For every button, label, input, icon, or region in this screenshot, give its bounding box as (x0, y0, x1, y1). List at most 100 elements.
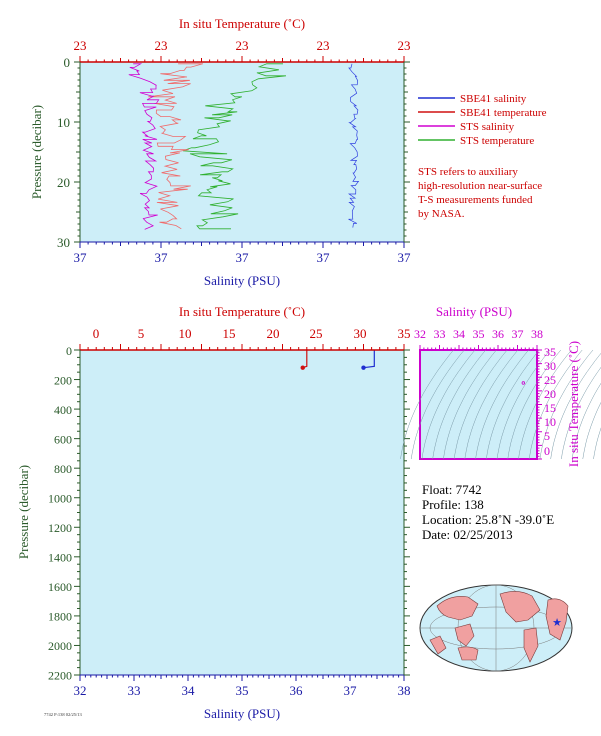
top-temp-tick-label: 23 (236, 38, 249, 53)
top-sal-tick-label: 37 (317, 250, 331, 265)
bottom-pressure-tick-label: 1200 (48, 521, 72, 535)
land-southeast-asia (454, 623, 475, 647)
top-sal-tick-label: 37 (74, 250, 88, 265)
density-contour-line (518, 349, 572, 460)
top-pressure-tick-label: 30 (57, 235, 70, 250)
land-europe-africa (545, 598, 569, 641)
top-tick-marks (74, 56, 410, 248)
top-pressure-axis-title: Pressure (decibar) (29, 105, 44, 199)
info-line: Float: 7742 (422, 482, 482, 497)
top-panel: In situ Temperature (˚C) 23 23 23 23 23 … (29, 16, 411, 288)
legend-label: SBE41 temperature (460, 107, 547, 119)
legend-note-line: STS refers to auxiliary (418, 166, 518, 178)
series-sbe41-salinity-line (347, 63, 360, 228)
float-info: Float: 7742 Profile: 138 Location: 25.8˚… (422, 482, 554, 542)
bottom-temp-tick-label: 35 (398, 326, 411, 341)
ts-temp-tick-label: 35 (544, 345, 556, 359)
legend-note-line: high-resolution near-surface (418, 180, 542, 192)
legend: SBE41 salinity SBE41 temperature STS sal… (418, 93, 547, 220)
footnote: 7742 P:138 02/25/13 (44, 712, 83, 717)
ts-temp-tick-label: 15 (544, 401, 556, 415)
series-sbe41-salinity-point (361, 365, 366, 370)
ts-tick-marks (419, 345, 542, 460)
world-map: ★ (419, 584, 573, 672)
ts-temp-tick-label: 25 (544, 373, 556, 387)
density-contour-line (539, 349, 594, 460)
ts-data-point (521, 381, 526, 385)
ts-temp-tick-label: 5 (544, 429, 550, 443)
top-temp-tick-label: 23 (155, 38, 168, 53)
top-pressure-tick-label: 20 (57, 175, 70, 190)
top-temp-tick-label: 23 (317, 38, 330, 53)
bottom-tick-marks (74, 344, 410, 681)
top-sal-tick-label: 37 (236, 250, 250, 265)
ts-sal-tick-label: 37 (512, 327, 524, 341)
bottom-temp-tick-label: 15 (223, 326, 236, 341)
density-contour-line (593, 427, 601, 460)
top-sal-axis-title: Salinity (PSU) (204, 273, 280, 288)
bottom-sal-axis-title: Salinity (PSU) (204, 706, 280, 721)
info-line: Profile: 138 (422, 497, 484, 512)
ts-sal-tick-label: 32 (414, 327, 426, 341)
float-location-marker-icon: ★ (552, 617, 562, 629)
info-line: Location: 25.8˚N -39.0˚E (422, 512, 554, 527)
bottom-plot-area (80, 350, 404, 675)
density-contour-line (571, 382, 601, 460)
series-sbe41-temperature-point (300, 365, 305, 370)
bottom-pressure-tick-label: 1800 (48, 610, 72, 624)
bottom-temp-tick-label: 5 (138, 326, 145, 341)
bottom-pressure-tick-label: 0 (66, 344, 72, 358)
top-pressure-tick-label: 10 (57, 115, 70, 130)
legend-note-line: T-S measurements funded (418, 194, 533, 206)
density-contour-line (432, 349, 486, 460)
land-africa-west (429, 635, 447, 655)
series-sbe41-salinity-line (363, 350, 375, 369)
bottom-sal-tick-label: 33 (128, 683, 141, 698)
density-contour-line (561, 366, 601, 460)
bottom-temp-tick-label: 20 (267, 326, 280, 341)
bottom-pressure-tick-label: 2000 (48, 639, 72, 653)
legend-note-line: by NASA. (418, 208, 465, 220)
series-sbe41-temperature-line (148, 63, 204, 230)
density-contour-line (496, 349, 551, 460)
bottom-sal-tick-label: 32 (74, 683, 87, 698)
density-contour-line (464, 349, 519, 460)
ts-temp-tick-label: 20 (544, 387, 556, 401)
bottom-pressure-tick-label: 1000 (48, 492, 72, 506)
bottom-sal-tick-label: 34 (182, 683, 196, 698)
top-pressure-tick-label: 0 (64, 55, 71, 70)
bottom-pressure-tick-label: 1600 (48, 580, 72, 594)
bottom-temp-tick-label: 25 (310, 326, 323, 341)
bottom-pressure-tick-label: 400 (54, 403, 72, 417)
legend-label: SBE41 salinity (460, 93, 527, 105)
bottom-traces (300, 350, 375, 370)
bottom-pressure-tick-label: 1400 (48, 551, 72, 565)
density-contour-line (582, 401, 601, 460)
density-contour-line (486, 349, 540, 460)
map-land (429, 591, 569, 663)
ts-sal-axis-title: Salinity (PSU) (436, 304, 512, 319)
bottom-sal-tick-label: 37 (344, 683, 358, 698)
bottom-panel: In situ Temperature (˚C) 0 5 10 15 20 25… (16, 304, 411, 721)
density-contour-line (410, 349, 465, 460)
ts-sal-tick-label: 34 (453, 327, 465, 341)
ts-plot-area (419, 349, 538, 460)
bottom-sal-tick-label: 38 (398, 683, 411, 698)
land-north-america (499, 591, 541, 623)
bottom-temp-tick-label: 10 (179, 326, 192, 341)
top-sal-tick-label: 37 (398, 250, 412, 265)
ts-temp-tick-label: 30 (544, 359, 556, 373)
ts-temp-axis-title: In situ Temperature (˚C) (566, 341, 581, 467)
bottom-pressure-tick-label: 800 (54, 462, 72, 476)
top-traces (128, 63, 360, 230)
ts-temp-tick-label: 10 (544, 415, 556, 429)
top-sal-tick-label: 37 (155, 250, 169, 265)
density-contour-line (453, 349, 508, 460)
density-contour-line (507, 349, 561, 460)
ts-sal-tick-label: 36 (492, 327, 504, 341)
density-contour-line (550, 352, 601, 460)
density-contour-line (421, 349, 476, 460)
info-line: Date: 02/25/2013 (422, 527, 513, 542)
bottom-temp-axis-title: In situ Temperature (˚C) (179, 304, 305, 319)
